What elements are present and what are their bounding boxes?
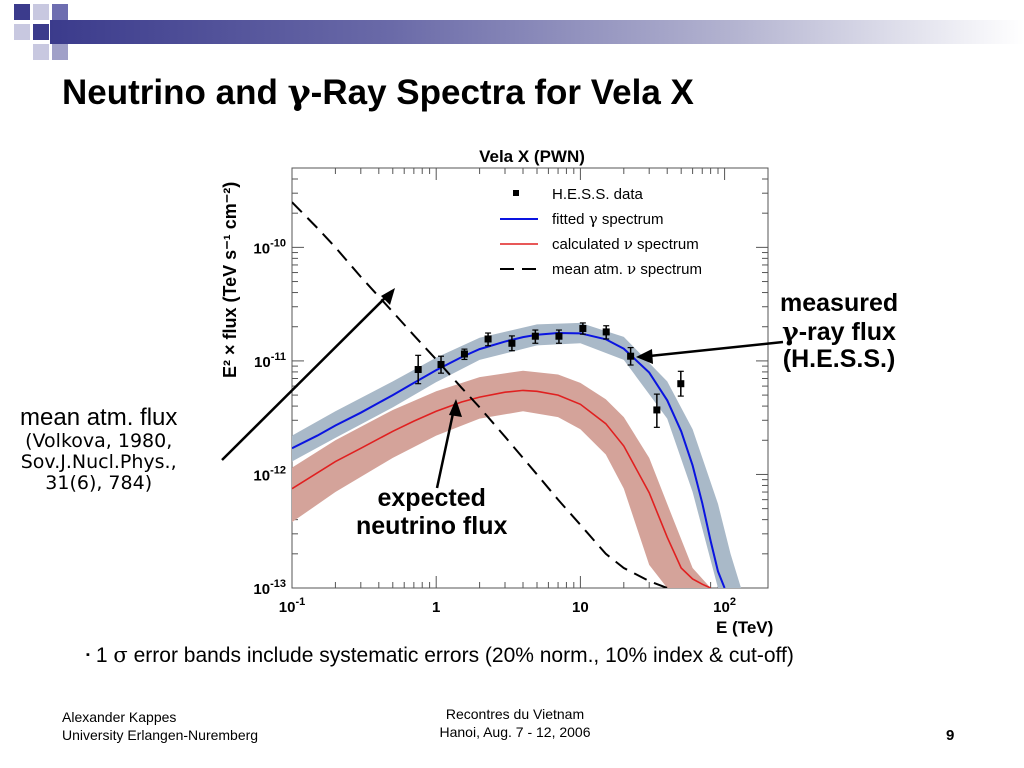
annotation-arrows [221,288,784,489]
note-text: error bands include systematic errors (2… [127,644,794,667]
annotation-mean-line3: Sov.J.Nucl.Phys., [20,451,177,474]
calculated-neutrino-line [292,389,711,588]
data-point [460,350,468,358]
x-tick-label: 10 [572,599,589,616]
bullet-icon: ▪ [86,649,90,661]
data-point [579,324,587,332]
annotation-expected-line1: expected [377,484,486,512]
annotation-mean-line2: (Volkova, 1980, [25,430,173,453]
title-suffix: -Ray Spectra for Vela X [310,73,694,112]
annotation-measured-line3: (H.E.S.S.) [782,345,896,373]
data-point [653,406,661,414]
hess-data-points [414,322,685,428]
fitted-gamma-line [292,332,726,588]
note-prefix: 1 [95,644,114,667]
slide-title: Neutrino and γ-Ray Spectra for Vela X [62,72,694,113]
annotation-measured-flux: measured γ-ray flux (H.E.S.S.) [780,289,899,374]
arrow-mean-head [381,288,395,305]
y-tick-label: 10-12 [253,464,286,484]
legend-marker-icon [513,190,519,196]
annotation-mean-atm-flux: mean atm. flux (Volkova, 1980, Sov.J.Nuc… [20,404,178,495]
footer-author-name: Alexander Kappes [62,709,177,725]
annotation-mean-line1: mean atm. flux [20,404,178,431]
x-tick-label: 1 [432,599,440,616]
legend-label: mean atm. ν spectrum [552,260,702,278]
spectrum-lines [292,201,726,588]
title-gamma: γ [287,72,311,113]
annotation-measured-gamma: γ [782,316,799,346]
page-number: 9 [946,727,955,744]
chart-legend: H.E.S.S. data fitted γ spectrum calculated… [500,186,702,278]
arrow-mean-line [221,290,393,461]
annotation-mean-line4: 31(6), 784) [45,472,153,495]
legend-label: H.E.S.S. data [552,186,644,203]
annotation-expected-line2: neutrino flux [356,511,508,540]
y-axis-label: E² × flux (TeV s⁻¹ cm⁻²) [220,182,240,378]
data-point [437,360,445,368]
decor-square-6 [33,44,49,60]
annotation-measured-line1: measured [780,289,899,317]
footer-conference: Recontres du Vietnam Hanoi, Aug. 7 - 12,… [420,705,610,741]
arrow-measured-head [636,349,653,364]
footer-conference-date: Hanoi, Aug. 7 - 12, 2006 [439,724,591,741]
decor-square-3 [52,4,68,20]
legend-label: fitted γ spectrum [552,210,664,228]
data-point [414,366,422,374]
data-point [627,352,635,360]
annotation-measured-line2: γ-ray flux [780,316,898,347]
y-tick-label: 10-13 [253,578,286,598]
title-prefix: Neutrino and [62,73,288,112]
footer-affiliation: University Erlangen-Nuremberg [62,727,259,744]
x-tick-label: 10-1 [279,596,305,616]
decor-square-5 [33,24,49,40]
y-tick-label: 10-10 [253,237,286,257]
x-axis-label: E (TeV) [716,618,773,637]
footnote-error-bands: ▪ 1 σ error bands include systematic erro… [86,643,794,668]
legend-label: calculated ν spectrum [552,235,699,253]
data-point [555,332,563,340]
neutrino-error-band [292,370,718,588]
data-point [484,335,492,343]
arrow-expected-line [435,403,457,489]
footer-conference-name: Recontres du Vietnam [445,706,585,722]
decor-square-1 [14,4,30,20]
decor-square-2 [33,4,49,20]
y-tick-label: 10-11 [254,351,286,371]
chart-title: Vela X (PWN) [479,147,585,166]
mean-atm-neutrino-line [292,201,668,588]
decor-square-4 [14,24,30,40]
annotation-measured-line2-text: -ray flux [798,317,896,346]
arrow-expected-head [449,399,462,417]
decor-square-7 [52,44,68,60]
data-point [602,328,610,336]
x-tick-label: 102 [713,596,736,616]
data-point [508,339,516,347]
note-sigma: σ [113,643,128,667]
arrow-measured-line [639,340,784,359]
data-point [677,380,685,388]
annotation-expected-neutrino-flux: expected neutrino flux [356,484,508,540]
header-gradient-bar [50,20,1024,44]
data-point [531,332,539,340]
footer-author: Alexander Kappes University Erlangen-Nur… [62,708,258,744]
